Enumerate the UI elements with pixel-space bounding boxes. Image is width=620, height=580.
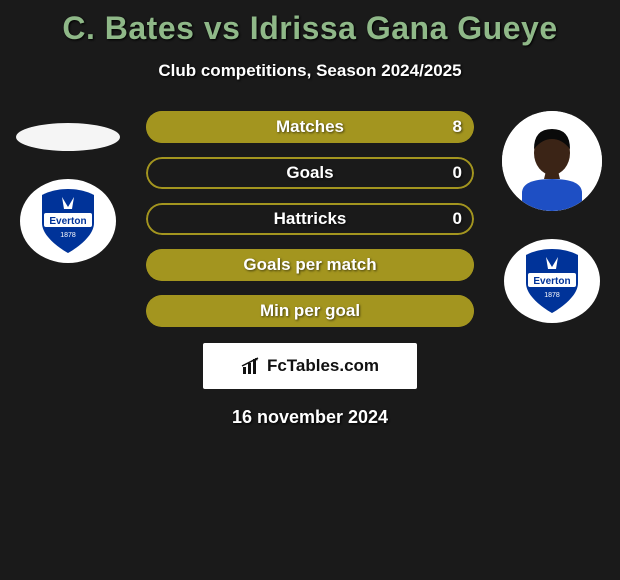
player-a-column: Everton 1878 [8, 111, 128, 327]
bar-chart-icon [241, 356, 261, 376]
svg-text:Everton: Everton [533, 276, 570, 287]
vs-separator: vs [204, 10, 241, 46]
svg-text:Everton: Everton [49, 216, 86, 227]
everton-crest-icon: Everton 1878 [516, 245, 588, 317]
player-b-crest: Everton 1878 [504, 239, 600, 323]
everton-crest-icon: Everton 1878 [32, 185, 104, 257]
comparison-bars: Matches 8 Goals 0 Hattricks 0 Goals per match M… [128, 111, 492, 327]
stat-bar-value-right: 0 [453, 209, 462, 229]
player-b-portrait-icon [502, 111, 602, 211]
stat-bar: Min per goal [146, 295, 474, 327]
stat-bar-label: Min per goal [260, 301, 360, 321]
comparison-title: C. Bates vs Idrissa Gana Gueye [0, 0, 620, 47]
comparison-body: Everton 1878 Matches8Goals0Hattricks0Goa… [0, 111, 620, 327]
player-a-name: C. Bates [62, 10, 194, 46]
stat-bar: Matches 8 [146, 111, 474, 143]
stat-bar-label: Hattricks [274, 209, 347, 229]
stat-bar: Goals 0 [146, 157, 474, 189]
stat-bar-label: Goals per match [243, 255, 376, 275]
comparison-date: 16 november 2024 [0, 407, 620, 428]
player-a-crest: Everton 1878 [20, 179, 116, 263]
player-b-column: Everton 1878 [492, 111, 612, 327]
brand-badge: FcTables.com [203, 343, 417, 389]
stat-bar: Goals per match [146, 249, 474, 281]
stat-bar-label: Goals [286, 163, 333, 183]
stat-bar-value-right: 8 [453, 117, 462, 137]
stat-bar: Hattricks 0 [146, 203, 474, 235]
stat-bar-label: Matches [276, 117, 344, 137]
svg-text:1878: 1878 [544, 292, 560, 299]
player-a-avatar [16, 123, 120, 151]
player-b-avatar [502, 111, 602, 211]
svg-text:1878: 1878 [60, 232, 76, 239]
brand-text: FcTables.com [267, 356, 379, 376]
stat-bar-value-right: 0 [453, 163, 462, 183]
comparison-subtitle: Club competitions, Season 2024/2025 [0, 61, 620, 81]
player-b-name: Idrissa Gana Gueye [250, 10, 558, 46]
